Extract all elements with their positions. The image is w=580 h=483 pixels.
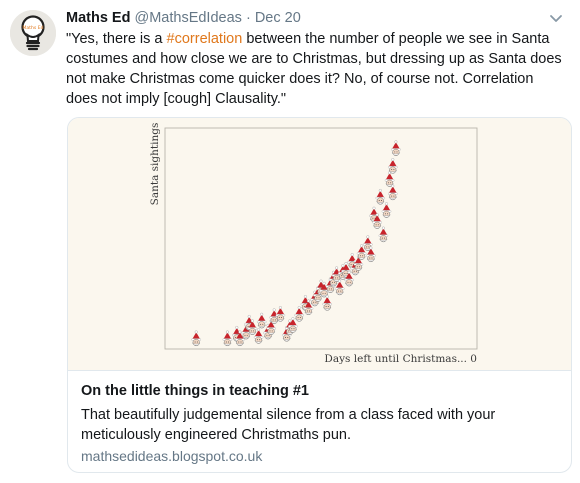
plot-frame <box>164 127 478 350</box>
chevron-down-icon[interactable] <box>548 10 564 26</box>
data-point-santa <box>384 171 395 187</box>
data-point-santa <box>247 319 258 335</box>
author-handle[interactable]: @MathsEdIdeas <box>134 10 242 26</box>
tweet-text: "Yes, there is a #correlation between th… <box>66 29 566 109</box>
data-point-santa <box>375 188 386 205</box>
data-point-santa <box>372 213 383 229</box>
hashtag-link[interactable]: #correlation <box>166 31 243 47</box>
data-point-santa <box>334 279 345 296</box>
data-point-santa <box>387 158 398 174</box>
data-point-santa <box>356 244 367 260</box>
data-point-santa <box>387 184 398 201</box>
data-point-santa <box>294 306 304 322</box>
data-point-santa <box>366 246 376 263</box>
card-body: On the little things in teaching #1 That… <box>68 370 571 472</box>
author-name[interactable]: Maths Ed <box>66 10 131 26</box>
card-image: Santa sightings Days left until Christma… <box>68 118 571 370</box>
card-description: That beautifully judgemental silence fro… <box>81 407 496 443</box>
separator: · <box>245 10 251 26</box>
tweet-text-start: "Yes, there is a <box>66 31 167 47</box>
data-point-santa <box>362 235 373 251</box>
card-url: mathsedideas.blogspot.co.uk <box>81 448 263 464</box>
data-point-santa <box>191 330 201 347</box>
data-point-santa <box>391 140 401 156</box>
data-point-santa <box>378 226 389 243</box>
lightbulb-icon: Maths Ed <box>10 10 56 56</box>
data-point-santa <box>275 306 286 322</box>
link-card[interactable]: Santa sightings Days left until Christma… <box>67 117 572 473</box>
data-point-santa <box>381 202 392 218</box>
data-point-santa <box>253 328 264 344</box>
tweet-header: Maths Ed @MathsEdIdeas · Dec 20 <box>66 9 301 27</box>
data-point-santa <box>288 317 298 333</box>
data-point-santa <box>235 330 245 347</box>
data-point-santa <box>256 312 267 329</box>
data-points <box>191 140 401 347</box>
data-point-santa <box>241 323 251 340</box>
avatar[interactable]: Maths Ed <box>10 10 56 56</box>
y-axis-label: Santa sightings <box>149 123 161 206</box>
data-point-santa <box>266 319 276 335</box>
data-point-santa <box>303 299 314 316</box>
card-title: On the little things in teaching #1 <box>81 383 309 399</box>
x-axis-label: Days left until Christmas... 0 <box>324 353 477 365</box>
data-point-santa <box>344 270 354 287</box>
data-point-santa <box>222 330 233 347</box>
tweet-date[interactable]: Dec 20 <box>254 10 301 26</box>
tweet-text-end: between the number of people we see in S… <box>66 31 562 107</box>
data-point-santa <box>322 295 333 311</box>
scatter-chart: Santa sightings Days left until Christma… <box>149 123 478 365</box>
avatar-text: Maths Ed <box>22 25 43 31</box>
